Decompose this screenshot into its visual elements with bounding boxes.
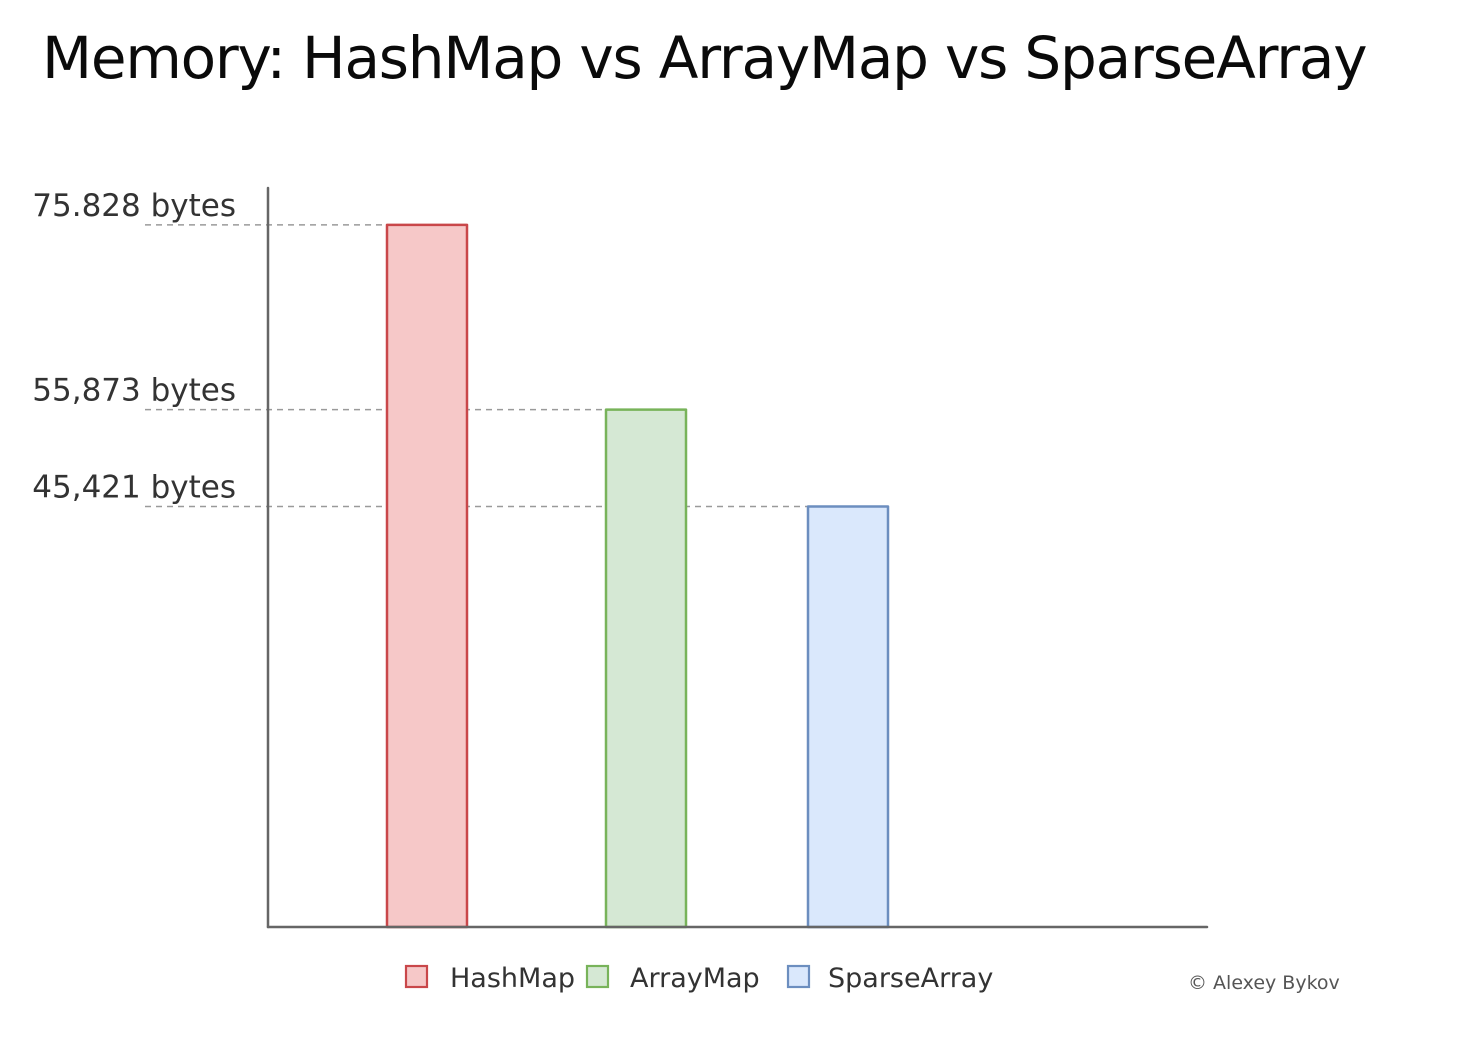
- tick-label-hashmap: 75.828 bytes: [32, 188, 236, 224]
- bar-arraymap: [604, 408, 688, 929]
- legend-swatch-arraymap: [585, 964, 610, 989]
- tick-label-sparsearray: 45,421 bytes: [32, 469, 236, 505]
- bar-hashmap: [385, 223, 469, 929]
- legend-swatch-sparsearray: [786, 964, 811, 989]
- tick-label-arraymap: 55,873 bytes: [32, 373, 236, 409]
- chart-title: Memory: HashMap vs ArrayMap vs SparseArr…: [42, 24, 1368, 92]
- legend-label-hashmap: HashMap: [450, 963, 575, 994]
- legend-label-sparsearray: SparseArray: [828, 963, 993, 994]
- legend-swatch-hashmap: [404, 964, 429, 989]
- legend: HashMap ArrayMap SparseArray: [404, 963, 993, 994]
- copyright-credit: © Alexey Bykov: [1188, 972, 1340, 994]
- axes: [266, 186, 1209, 929]
- legend-label-arraymap: ArrayMap: [630, 963, 760, 994]
- gridlines: [145, 224, 848, 508]
- bars: [385, 223, 890, 929]
- tick-labels: 75.828 bytes 55,873 bytes 45,421 bytes: [32, 188, 236, 506]
- bar-sparsearray: [806, 505, 890, 929]
